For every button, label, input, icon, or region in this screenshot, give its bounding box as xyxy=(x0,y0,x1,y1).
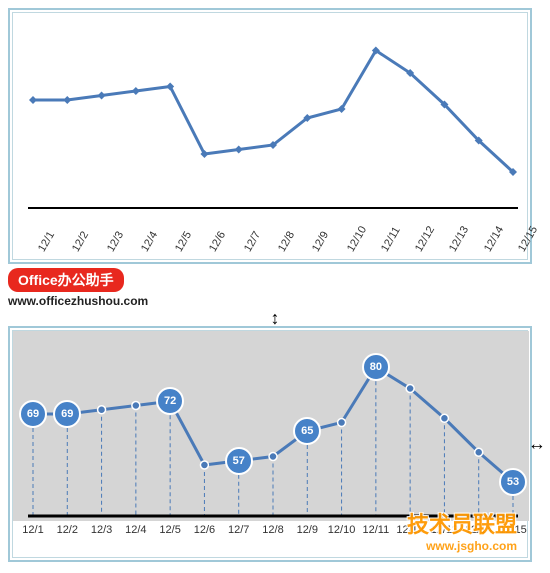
x-tick-label: 12/9 xyxy=(297,524,318,536)
x-tick-label: 12/10 xyxy=(328,524,356,536)
data-label: 69 xyxy=(19,400,47,428)
chart-1-inner: 12/112/212/312/412/512/612/712/812/912/1… xyxy=(12,12,528,260)
data-label: 65 xyxy=(293,417,321,445)
source-badge: Office办公助手 xyxy=(8,268,124,292)
chart-1-svg xyxy=(13,13,529,259)
x-tick-label: 12/6 xyxy=(194,524,215,536)
data-label: 72 xyxy=(156,387,184,415)
x-tick-label: 12/4 xyxy=(125,524,146,536)
x-tick-label: 12/2 xyxy=(57,524,78,536)
data-label: 57 xyxy=(225,447,253,475)
data-label: 53 xyxy=(499,468,527,496)
x-tick-label: 12/5 xyxy=(159,524,180,536)
chart-2-inner: 12/1 12/2 12/3 12/4 12/5 12/6 12/7 12/8 12/9 12/1… xyxy=(12,330,528,558)
x-tick-label: 12/3 xyxy=(91,524,112,536)
chart-2-frame[interactable]: 12/1 12/2 12/3 12/4 12/5 12/6 12/7 12/8 12/9 12/1… xyxy=(8,326,532,562)
x-tick-label: 12/1 xyxy=(22,524,43,536)
chart-1-frame[interactable]: 12/112/212/312/412/512/612/712/812/912/1… xyxy=(8,8,532,264)
source-url: www.officezhushou.com xyxy=(8,294,542,308)
data-label: 80 xyxy=(362,353,390,381)
x-tick-label: 12/11 xyxy=(362,524,389,536)
data-label: 69 xyxy=(53,400,81,428)
resize-arrow-horizontal[interactable]: ↔ xyxy=(528,434,546,455)
watermark-text: 技术员联盟 xyxy=(407,507,517,539)
x-tick-label: 12/7 xyxy=(228,524,249,536)
x-tick-label: 12/8 xyxy=(262,524,283,536)
watermark-url: www.jsgho.com xyxy=(426,539,517,553)
